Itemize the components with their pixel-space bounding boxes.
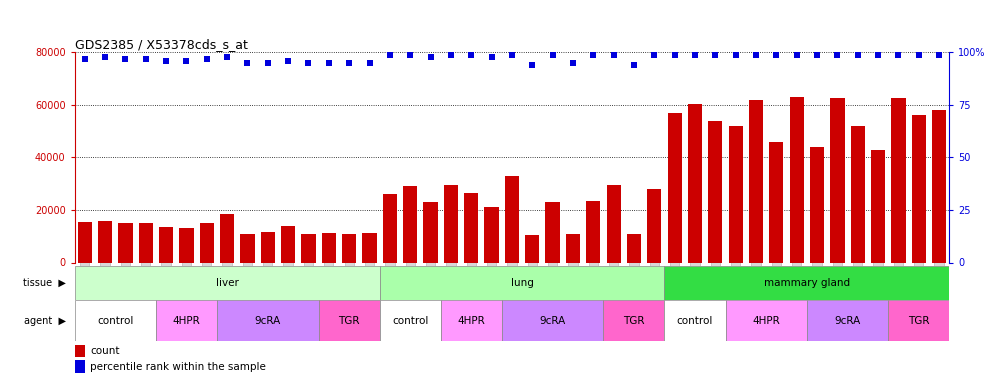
Bar — [319, 300, 380, 341]
Text: control: control — [392, 316, 428, 326]
Bar — [281, 226, 295, 262]
Bar — [380, 300, 440, 341]
Text: 9cRA: 9cRA — [254, 316, 281, 326]
Bar — [75, 300, 156, 341]
Text: TGR: TGR — [908, 316, 929, 326]
Text: mammary gland: mammary gland — [763, 278, 850, 288]
Bar — [586, 201, 600, 262]
Text: agent  ▶: agent ▶ — [24, 316, 66, 326]
Bar — [729, 126, 743, 262]
Bar — [217, 300, 319, 341]
Bar — [889, 300, 949, 341]
Bar — [606, 185, 620, 262]
Bar — [138, 223, 153, 262]
Text: percentile rank within the sample: percentile rank within the sample — [90, 362, 266, 372]
Bar — [911, 116, 925, 262]
Bar — [484, 207, 499, 262]
Bar — [464, 193, 478, 262]
Bar — [769, 142, 783, 262]
Bar — [603, 300, 664, 341]
Bar — [380, 266, 664, 300]
Bar — [440, 300, 502, 341]
Bar — [220, 214, 235, 262]
Text: 4HPR: 4HPR — [457, 316, 485, 326]
Bar — [423, 202, 437, 262]
Bar — [179, 228, 194, 262]
Bar — [342, 234, 356, 262]
Text: GDS2385 / X53378cds_s_at: GDS2385 / X53378cds_s_at — [75, 38, 248, 51]
Text: 4HPR: 4HPR — [173, 316, 201, 326]
Bar — [78, 222, 91, 262]
Bar — [664, 266, 949, 300]
Bar — [708, 121, 723, 262]
Bar — [789, 97, 804, 262]
Bar — [566, 234, 580, 262]
Text: liver: liver — [216, 278, 239, 288]
Bar — [363, 233, 377, 262]
Bar — [851, 126, 865, 262]
Bar — [75, 345, 85, 357]
Bar — [807, 300, 889, 341]
Bar — [627, 234, 641, 262]
Bar — [159, 227, 173, 262]
Text: 4HPR: 4HPR — [752, 316, 780, 326]
Bar — [75, 266, 380, 300]
Bar — [525, 235, 540, 262]
Bar — [726, 300, 807, 341]
Bar — [200, 223, 214, 262]
Bar — [404, 186, 417, 262]
Bar — [546, 202, 560, 262]
Text: control: control — [97, 316, 133, 326]
Bar — [810, 147, 824, 262]
Bar — [502, 300, 603, 341]
Bar — [688, 104, 702, 262]
Text: 9cRA: 9cRA — [834, 316, 861, 326]
Bar — [871, 150, 886, 262]
Text: lung: lung — [511, 278, 534, 288]
Bar — [668, 113, 682, 262]
Bar — [322, 233, 336, 262]
Bar — [664, 300, 726, 341]
Bar — [443, 185, 458, 262]
Bar — [301, 234, 316, 262]
Text: count: count — [90, 346, 120, 356]
Bar — [118, 223, 132, 262]
Bar — [241, 234, 254, 262]
Bar — [75, 360, 85, 374]
Text: TGR: TGR — [623, 316, 645, 326]
Text: tissue  ▶: tissue ▶ — [23, 278, 66, 288]
Bar — [383, 194, 397, 262]
Text: TGR: TGR — [338, 316, 360, 326]
Bar — [505, 176, 519, 262]
Bar — [156, 300, 217, 341]
Bar — [98, 221, 112, 262]
Bar — [892, 98, 906, 262]
Text: 9cRA: 9cRA — [540, 316, 566, 326]
Bar — [748, 100, 763, 262]
Bar — [260, 232, 275, 262]
Bar — [932, 110, 946, 262]
Bar — [647, 189, 661, 262]
Text: control: control — [677, 316, 713, 326]
Bar — [830, 98, 845, 262]
